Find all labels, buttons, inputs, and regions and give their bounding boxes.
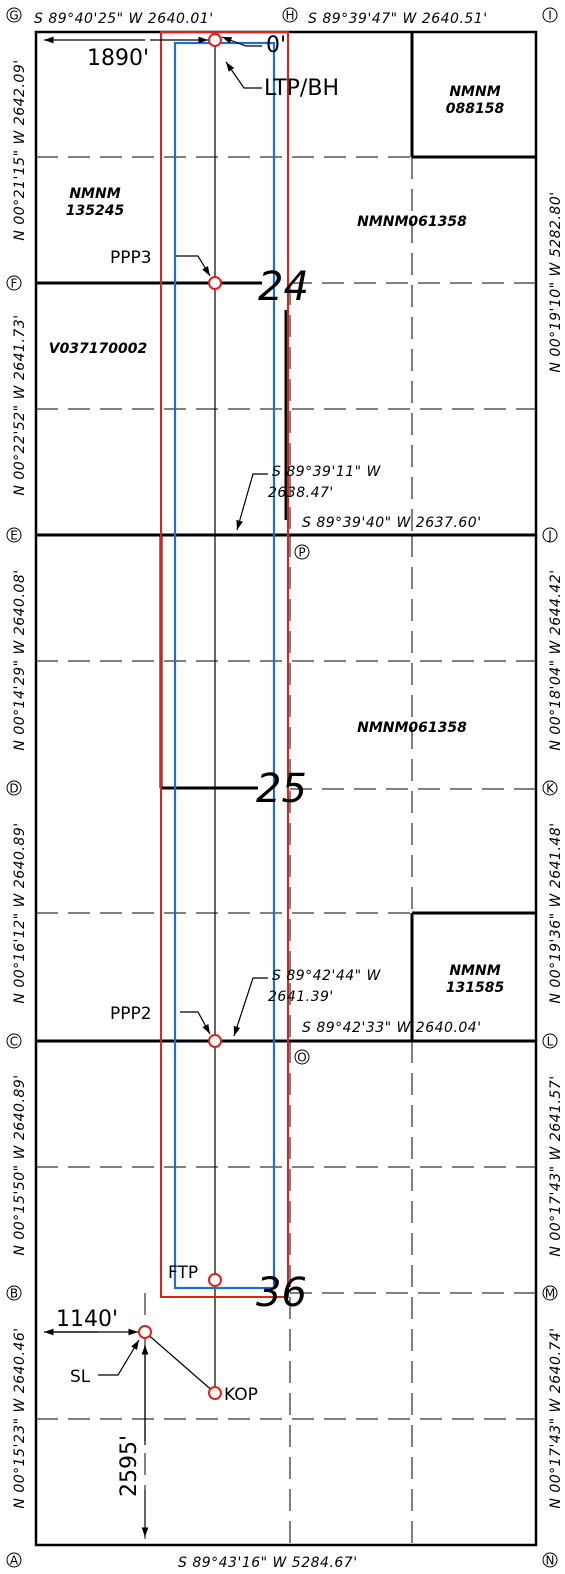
- lease-nmnm131585-line1: NMNM: [449, 963, 500, 979]
- lease-nmnm061358-north: NMNM061358: [357, 214, 467, 230]
- label-ftp: FTP: [168, 1263, 198, 1283]
- ppp2-point: [208, 1034, 222, 1048]
- corner-a: A: [10, 1554, 19, 1568]
- corner-j: J: [547, 529, 552, 543]
- lease-nmnm131585-line2: 131585: [446, 980, 505, 996]
- bearing-left-ba: N 00°15'23" W 2640.46': [12, 1327, 28, 1508]
- bearing-o-line2: 2641.39': [268, 989, 334, 1005]
- dim-top-offset: 1890': [87, 46, 149, 71]
- leaders: [44, 36, 268, 1537]
- corner-o: O: [297, 1051, 306, 1065]
- bearing-p-line2: 2638.47': [268, 485, 334, 501]
- corner-m: M: [545, 1287, 555, 1301]
- bearing-right-ij: N 00°19'10" W 5282.80': [548, 191, 564, 372]
- bearing-p-line1: S 89°39'11" W: [272, 464, 382, 480]
- right-bearings: N 00°19'10" W 5282.80' N 00°18'04" W 264…: [548, 191, 564, 1508]
- well-path: [144, 40, 216, 1394]
- ppp3-point: [208, 276, 222, 290]
- lease-nmnm061358-south: NMNM061358: [357, 720, 467, 736]
- lease-nmnm088158-line2: 088158: [446, 101, 505, 117]
- quarter-lines: [36, 156, 536, 1545]
- lease-nmnm135245-line2: 135245: [66, 203, 125, 219]
- corner-p: P: [298, 546, 305, 560]
- bearing-top-right: S 89°39'47" W 2640.51': [308, 11, 488, 27]
- lease-nmnm088158-line1: NMNM: [449, 84, 500, 100]
- bearing-bottom: S 89°43'16" W 5284.67': [178, 1555, 358, 1571]
- bearing-left-fe: N 00°22'52" W 2641.73': [12, 314, 28, 495]
- kop-point: [208, 1386, 222, 1400]
- dim-sl-vertical: 2595': [117, 1435, 142, 1497]
- horizontal-bearings: S 89°40'25" W 2640.01' S 89°39'47" W 264…: [34, 11, 488, 1571]
- bearing-left-gf: N 00°21'15" W 2642.09': [12, 59, 28, 240]
- section-24: 24: [258, 264, 309, 310]
- bearing-left-cb: N 00°15'50" W 2640.89': [12, 1074, 28, 1255]
- ftp-point: [208, 1273, 222, 1287]
- bearing-right-kl: N 00°19'36" W 2641.48': [548, 822, 564, 1003]
- section-25: 25: [256, 766, 307, 812]
- corner-markers: G H I F E J P D K C L O B M A N: [6, 7, 558, 1568]
- label-ppp2: PPP2: [110, 1004, 152, 1024]
- section-numbers: 24 25 36: [256, 264, 309, 1316]
- corner-i: I: [548, 9, 552, 23]
- bearing-right-lm: N 00°17'43" W 2641.57': [548, 1075, 564, 1256]
- dim-sl-offset: 1140': [56, 1307, 118, 1332]
- left-bearings: N 00°21'15" W 2642.09' N 00°22'52" W 264…: [12, 59, 28, 1508]
- dim-top-zero: 0': [266, 33, 286, 58]
- corner-c: C: [10, 1035, 18, 1049]
- label-sl: SL: [70, 1367, 91, 1387]
- corner-g: G: [9, 9, 18, 23]
- corner-e: E: [10, 529, 18, 543]
- section-36: 36: [256, 1270, 307, 1316]
- sl-point: [138, 1325, 152, 1339]
- lease-v037170002: V037170002: [49, 341, 148, 357]
- label-kop: KOP: [224, 1385, 258, 1405]
- corner-b: B: [10, 1287, 18, 1301]
- bearing-o-line3: S 89°42'33" W 2640.04': [302, 1020, 482, 1036]
- lease-nmnm135245-line1: NMNM: [69, 186, 120, 202]
- dimension-labels: 1890' 0' 1140' 2595': [56, 33, 286, 1497]
- bearing-p-line3: S 89°39'40" W 2637.60': [302, 515, 482, 531]
- bearing-left-dc: N 00°16'12" W 2640.89': [12, 822, 28, 1003]
- bearing-right-mn: N 00°17'43" W 2640.74': [548, 1327, 564, 1508]
- well-points: [138, 33, 222, 1400]
- corner-n: N: [546, 1554, 555, 1568]
- ltp-point: [208, 33, 222, 47]
- corner-h: H: [285, 9, 294, 23]
- bearing-left-ed: N 00°14'29" W 2640.08': [12, 569, 28, 750]
- corner-f: F: [11, 277, 18, 291]
- label-ppp3: PPP3: [110, 248, 152, 268]
- producing-area-boundary: [173, 41, 276, 1290]
- lease-labels: NMNM 088158 NMNM 135245 NMNM061358 V0371…: [49, 84, 505, 996]
- bearing-o-line1: S 89°42'44" W: [272, 968, 382, 984]
- corner-k: K: [546, 782, 555, 796]
- bearing-top-left: S 89°40'25" W 2640.01': [34, 11, 214, 27]
- bearing-right-jk: N 00°18'04" W 2644.42': [548, 569, 564, 750]
- point-labels: LTP/BH PPP3 PPP2 FTP SL KOP: [70, 76, 339, 1405]
- label-ltp: LTP/BH: [264, 76, 339, 101]
- project-area-boundary: [160, 31, 289, 1298]
- corner-l: L: [547, 1035, 554, 1049]
- corner-d: D: [9, 782, 18, 796]
